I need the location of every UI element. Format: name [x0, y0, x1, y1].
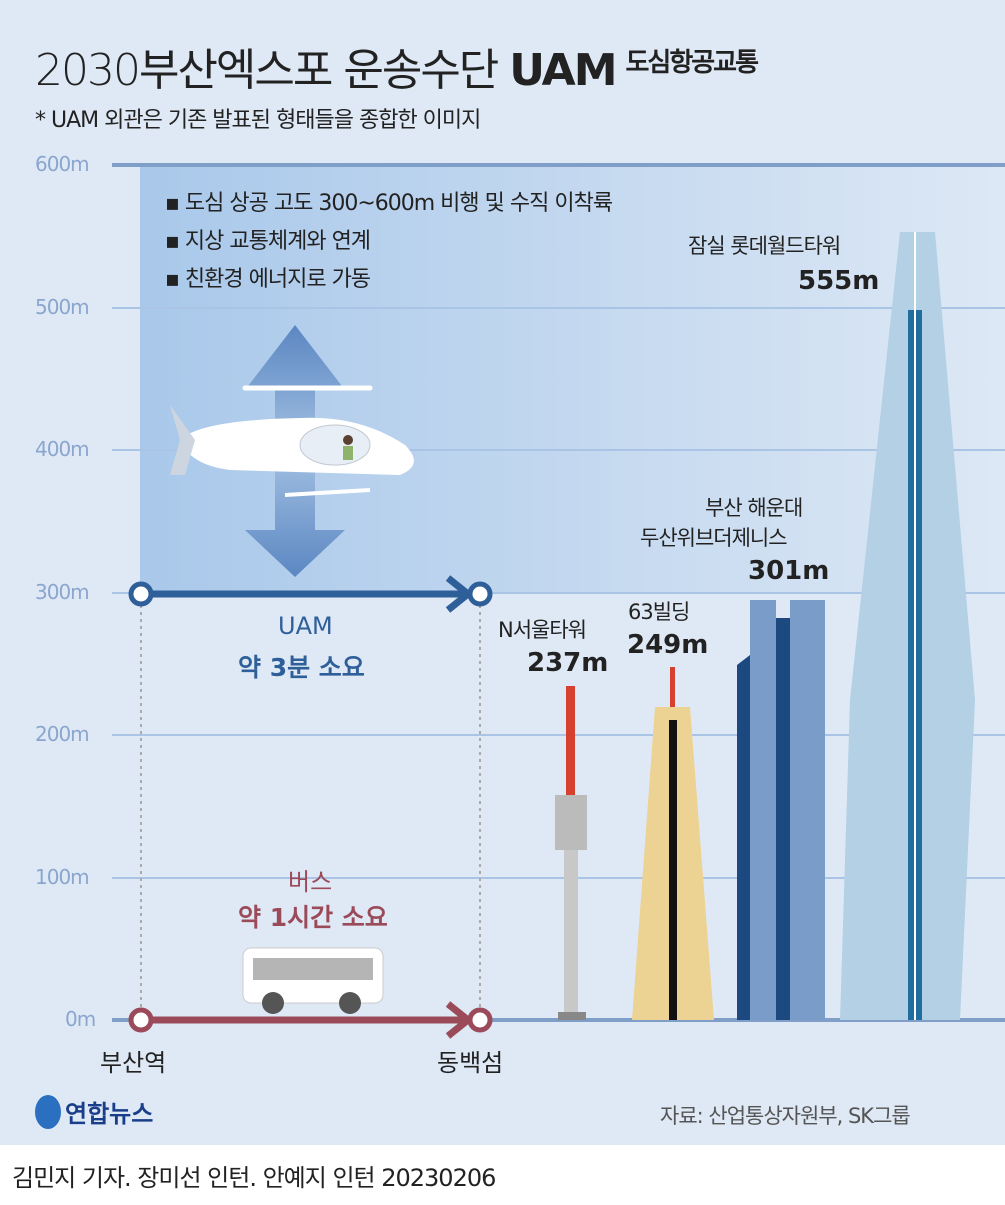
axis-label-200: 200m: [35, 722, 90, 746]
credit: 김민지 기자. 장미선 인턴. 안예지 인턴 20230206: [12, 1164, 496, 1192]
building-height-nseoul: 237m: [527, 648, 609, 678]
building-height-63: 249m: [627, 630, 709, 660]
building-name-nseoul: N서울타워: [498, 618, 587, 642]
building-name-zenith-1: 부산 해운대: [705, 496, 803, 520]
note: * UAM 외관은 기존 발표된 형태들을 종합한 이미지: [35, 108, 481, 133]
bullet-2: ▪ 지상 교통체계와 연계: [165, 229, 371, 254]
axis-label-0: 0m: [65, 1007, 96, 1031]
axis-label-100: 100m: [35, 865, 90, 889]
bullet-3: ▪ 친환경 에너지로 가동: [165, 267, 371, 292]
uam-label: UAM: [278, 612, 333, 640]
building-name-lotte: 잠실 롯데월드타워: [688, 234, 841, 258]
axis-label-500: 500m: [35, 295, 90, 319]
station-busan: 부산역: [100, 1049, 167, 1077]
building-name-zenith-2: 두산위브더제니스: [640, 526, 788, 550]
altitude-diagram: [112, 163, 1005, 1039]
axis-label-600: 600m: [35, 152, 90, 176]
uam-time: 약 3분 소요: [238, 653, 365, 682]
building-height-lotte: 555m: [798, 266, 880, 296]
uam-route: [128, 575, 493, 613]
lotte-world-tower: [840, 232, 975, 1020]
bullet-1: ▪ 도심 상공 고도 300~600m 비행 및 수직 이착륙: [165, 191, 613, 216]
source: 자료: 산업통상자원부, SK그룹: [660, 1104, 911, 1128]
bus-icon: [242, 947, 384, 1014]
yonhap-logo: 연합뉴스: [35, 1094, 153, 1129]
axis-label-400: 400m: [35, 437, 90, 461]
building-63: [632, 667, 714, 1020]
title: 2030부산엑스포 운송수단 UAM 도심항공교통: [35, 45, 759, 96]
haeundae-the-zenith: [737, 600, 825, 1020]
station-dongbaekseom: 동백섬: [437, 1049, 504, 1077]
n-seoul-tower: [555, 686, 587, 1020]
bus-time: 약 1시간 소요: [238, 903, 388, 932]
axis-label-300: 300m: [35, 580, 90, 604]
uam-aircraft-icon: [170, 385, 414, 497]
building-height-zenith: 301m: [748, 556, 830, 586]
building-name-63: 63빌딩: [628, 600, 690, 624]
bus-route: [128, 1001, 493, 1039]
logo-icon: [35, 1094, 61, 1129]
bus-label: 버스: [288, 868, 333, 896]
